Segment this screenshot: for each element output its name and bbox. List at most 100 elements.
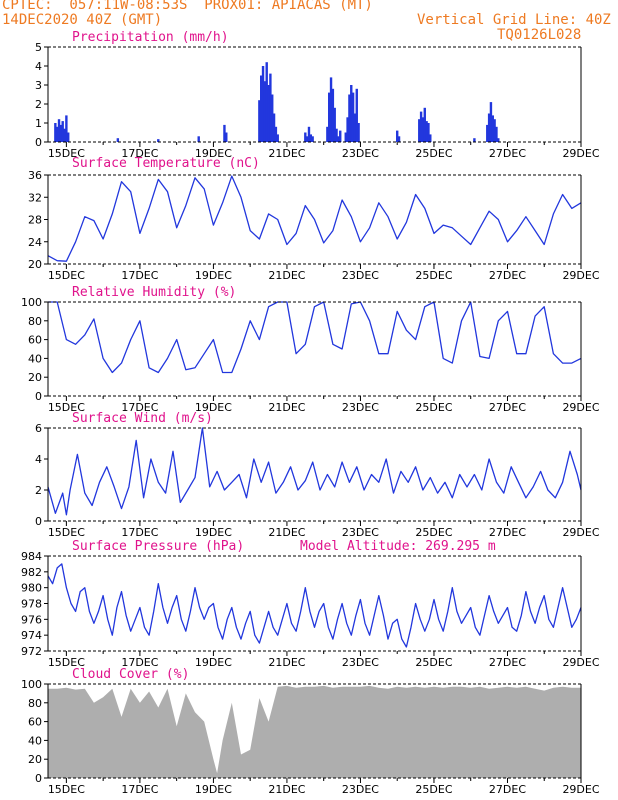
precip-bar <box>489 102 493 142</box>
wind-ytick-label: 4 <box>35 453 42 466</box>
precip-bar <box>429 134 432 142</box>
temp-ytick-label: 32 <box>28 191 42 204</box>
temp-xtick-label: 29DEC <box>562 269 599 282</box>
wind-series-line <box>47 427 582 516</box>
pressure-xtick-label: 29DEC <box>562 656 599 669</box>
rh-ytick-label: 40 <box>28 352 42 365</box>
wind-xtick-label: 15DEC <box>48 526 85 539</box>
rh-xtick-label: 19DEC <box>195 401 232 414</box>
pressure-xtick-label: 21DEC <box>268 656 305 669</box>
precip-bar <box>346 117 349 142</box>
precip-xtick-label: 17DEC <box>121 147 158 160</box>
precip-ytick-label: 3 <box>35 79 42 92</box>
cloud-xtick-label: 25DEC <box>415 783 452 796</box>
pressure-title: Surface Pressure (hPa) <box>72 539 244 554</box>
rh-xtick-label: 23DEC <box>342 401 379 414</box>
temp-xtick-label: 23DEC <box>342 269 379 282</box>
temp-xtick-label: 21DEC <box>268 269 305 282</box>
rh-title: Relative Humidity (%) <box>72 285 236 300</box>
precip-bar <box>333 107 336 142</box>
precip-bar <box>67 132 70 142</box>
cloud-xtick-label: 29DEC <box>562 783 599 796</box>
precip-bar <box>328 92 331 142</box>
precip-bar <box>497 138 500 142</box>
header-model-id: TQ0126L028 <box>497 27 582 43</box>
precip-bar <box>311 136 314 142</box>
precip-bar <box>57 119 61 142</box>
precip-ytick-label: 4 <box>35 60 42 73</box>
precip-bar <box>269 73 272 142</box>
temp-title: Surface Temperature (nC) <box>72 156 260 171</box>
header-date: 14DEC2020 40Z (GMT) <box>2 12 163 28</box>
precip-bar <box>261 66 265 142</box>
precip-bar <box>272 113 276 142</box>
rh-ytick-label: 20 <box>28 371 42 384</box>
rh-xtick-label: 17DEC <box>121 401 158 414</box>
precip-bar <box>418 119 421 142</box>
pressure-ytick-label: 976 <box>21 613 42 626</box>
precip-xtick-label: 25DEC <box>415 147 452 160</box>
wind-xtick-label: 19DEC <box>195 526 232 539</box>
temp-ytick-label: 36 <box>28 169 42 182</box>
rh-xtick-label: 15DEC <box>48 401 85 414</box>
cloud-xtick-label: 15DEC <box>48 783 85 796</box>
precip-bar <box>157 139 160 142</box>
panel-temp: Surface Temperature (nC) 20 24 28 32 36 15DEC 1… <box>28 156 600 282</box>
rh-xtick-label: 21DEC <box>268 401 305 414</box>
precip-bar <box>355 88 358 142</box>
cloud-xtick-label: 17DEC <box>121 783 158 796</box>
precip-bar <box>305 136 309 142</box>
cloud-title: Cloud Cover (%) <box>72 667 189 682</box>
precip-bar <box>225 132 228 142</box>
precip-xtick-label: 15DEC <box>48 147 85 160</box>
wind-xtick-label: 17DEC <box>121 526 158 539</box>
pressure-xtick-label: 17DEC <box>121 656 158 669</box>
precip-bar <box>425 121 428 142</box>
wind-xtick-label: 23DEC <box>342 526 379 539</box>
precip-bar <box>419 111 423 142</box>
cloud-xtick-label: 21DEC <box>268 783 305 796</box>
panel-wind: Surface Wind (m/s) 0 2 4 6 15DEC 17DEC 19DEC 21D… <box>35 411 600 539</box>
precip-bar <box>421 117 425 142</box>
pressure-annotation: Model Altitude: 269.295 m <box>300 539 496 554</box>
precip-ytick-label: 1 <box>35 117 42 130</box>
precip-bar <box>223 124 226 142</box>
precip-bar <box>54 123 57 142</box>
header-line1: CPTEC: 057:11W-08:53S PROX01: APIACAS (M… <box>2 0 373 13</box>
precip-bar <box>339 130 342 142</box>
precip-bar <box>335 128 338 142</box>
cloud-ytick-label: 60 <box>28 716 42 729</box>
precip-bar <box>326 126 329 142</box>
pressure-xtick-label: 23DEC <box>342 656 379 669</box>
precip-bar <box>397 136 401 142</box>
wind-xtick-label: 21DEC <box>268 526 305 539</box>
rh-series-line <box>48 301 582 374</box>
wind-ytick-label: 2 <box>35 484 42 497</box>
cloud-xtick-label: 23DEC <box>342 783 379 796</box>
rh-xtick-label: 25DEC <box>415 401 452 414</box>
precip-bar <box>197 136 200 142</box>
precip-bar <box>265 62 268 143</box>
precip-bar <box>267 85 270 142</box>
precip-bar <box>487 113 491 142</box>
precip-bar <box>116 138 120 142</box>
precip-ytick-label: 2 <box>35 98 42 111</box>
precip-xtick-label: 27DEC <box>489 147 526 160</box>
precip-bar <box>274 126 278 142</box>
precip-bar <box>473 138 476 142</box>
precip-xtick-label: 29DEC <box>562 147 599 160</box>
precip-bar <box>63 128 66 142</box>
precip-bar <box>423 107 426 142</box>
pressure-ytick-label: 972 <box>21 645 42 658</box>
panel-precip: Precipitation (mm/h) 0 1 2 3 4 5 15DEC 17DEC 19DE… <box>35 30 600 160</box>
wind-xtick-label: 25DEC <box>415 526 452 539</box>
cloud-xtick-label: 19DEC <box>195 783 232 796</box>
wind-ytick-label: 6 <box>35 422 42 435</box>
precip-bar <box>493 119 496 142</box>
pressure-ytick-label: 974 <box>21 629 42 642</box>
rh-ytick-label: 60 <box>28 334 42 347</box>
precip-bar <box>309 134 313 142</box>
precip-bar <box>491 115 494 142</box>
precip-bar <box>495 126 498 142</box>
